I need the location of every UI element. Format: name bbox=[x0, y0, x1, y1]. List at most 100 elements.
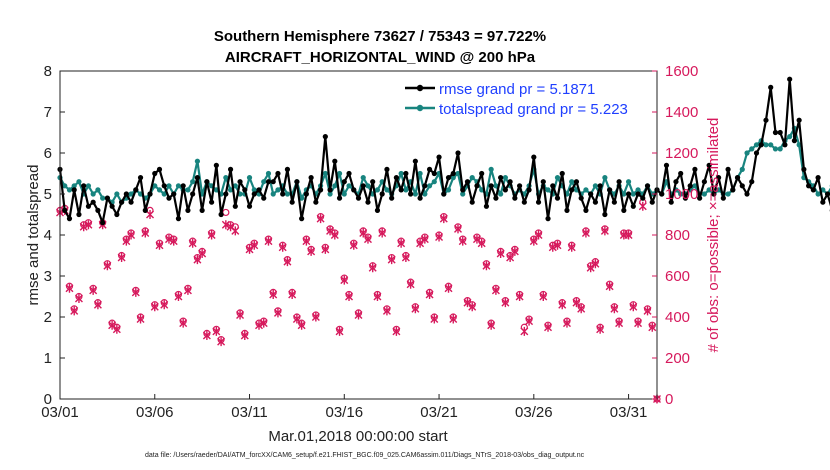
rmse-point bbox=[114, 211, 120, 218]
rmse-point bbox=[531, 154, 537, 160]
rmse-point bbox=[76, 211, 82, 218]
rmse-point bbox=[678, 170, 684, 177]
totalspread-point bbox=[431, 179, 437, 185]
totalspread-point bbox=[341, 191, 347, 197]
rmse-point bbox=[787, 76, 793, 82]
legend-rmse-label: rmse grand pr = 5.1871 bbox=[439, 81, 595, 98]
obs-assimilated-marker bbox=[354, 310, 363, 320]
totalspread-point bbox=[175, 183, 182, 189]
obs-assimilated-marker bbox=[269, 289, 278, 299]
rmse-point bbox=[190, 191, 196, 197]
obs-possible-marker bbox=[65, 282, 74, 290]
totalspread-point bbox=[190, 179, 196, 185]
y-tick-label: 8 bbox=[44, 63, 52, 80]
totalspread-point bbox=[156, 187, 163, 193]
rmse-point bbox=[142, 207, 148, 213]
y-tick-label: 5 bbox=[44, 186, 52, 203]
obs-possible-marker bbox=[515, 290, 524, 299]
rmse-point bbox=[474, 183, 480, 189]
totalspread-point bbox=[488, 166, 494, 172]
obs-possible-marker bbox=[459, 235, 467, 243]
obs-possible-marker bbox=[397, 237, 405, 245]
y-right-tick-label: 1400 bbox=[665, 104, 698, 121]
obs-possible-marker bbox=[454, 223, 462, 231]
obs-possible-marker bbox=[217, 335, 225, 344]
obs-possible-marker bbox=[189, 237, 197, 245]
rmse-point bbox=[739, 183, 745, 189]
rmse-point bbox=[417, 195, 423, 201]
rmse-point bbox=[370, 179, 376, 185]
obs-possible-marker bbox=[307, 245, 315, 253]
totalspread-point bbox=[365, 183, 371, 189]
obs-assimilated-marker bbox=[610, 304, 619, 314]
rmse-point bbox=[796, 117, 802, 123]
x-tick-label: 03/21 bbox=[420, 404, 458, 421]
rmse-point bbox=[810, 187, 816, 193]
rmse-point bbox=[398, 187, 404, 193]
obs-assimilated-marker bbox=[567, 242, 576, 252]
obs-possible-marker bbox=[601, 225, 609, 233]
rmse-point bbox=[270, 179, 276, 185]
obs-assimilated-marker bbox=[112, 324, 121, 334]
rmse-point bbox=[341, 179, 347, 185]
rmse-point bbox=[336, 195, 343, 201]
rmse-point bbox=[403, 170, 409, 177]
obs-possible-marker bbox=[421, 233, 429, 241]
rmse-point bbox=[744, 191, 750, 197]
rmse-point bbox=[308, 175, 314, 181]
obs-assimilated-marker bbox=[643, 306, 652, 316]
rmse-point bbox=[66, 216, 73, 222]
totalspread-point bbox=[227, 187, 234, 193]
obs-possible-marker bbox=[440, 212, 448, 221]
obs-assimilated-marker bbox=[307, 246, 316, 256]
obs-possible-marker bbox=[274, 307, 282, 315]
rmse-point bbox=[621, 207, 627, 213]
rmse-point bbox=[507, 179, 513, 185]
y-right-tick-label: 400 bbox=[665, 309, 690, 326]
rmse-point bbox=[227, 166, 234, 172]
obs-possible-marker bbox=[506, 251, 514, 260]
obs-possible-marker bbox=[416, 237, 424, 245]
totalspread-point bbox=[777, 146, 783, 152]
obs-assimilated-marker bbox=[454, 224, 462, 234]
obs-possible-marker bbox=[340, 274, 348, 282]
totalspread-point bbox=[251, 187, 257, 193]
rmse-point bbox=[109, 203, 115, 209]
obs-possible-marker bbox=[610, 303, 618, 311]
totalspread-point bbox=[621, 191, 627, 197]
obs-possible-marker bbox=[577, 303, 585, 311]
rmse-point bbox=[668, 199, 674, 205]
obs-possible-marker bbox=[378, 227, 386, 235]
rmse-point bbox=[715, 175, 722, 181]
obs-assimilated-marker bbox=[487, 320, 496, 330]
obs-assimilated-marker bbox=[340, 275, 349, 285]
obs-possible-marker bbox=[492, 284, 500, 292]
y-tick-label: 1 bbox=[44, 350, 52, 367]
obs-assimilated-marker bbox=[496, 248, 505, 258]
obs-possible-marker bbox=[241, 329, 249, 337]
obs-assimilated-marker bbox=[491, 285, 500, 295]
totalspread-point bbox=[327, 191, 333, 197]
legend-rmse-marker bbox=[416, 84, 424, 92]
obs-possible-marker bbox=[364, 233, 372, 241]
rmse-point bbox=[455, 150, 461, 156]
obs-assimilated-marker bbox=[401, 253, 410, 263]
y-tick-label: 3 bbox=[44, 268, 52, 285]
obs-possible-marker bbox=[629, 301, 637, 309]
rmse-point bbox=[389, 195, 395, 201]
rmse-point bbox=[355, 195, 362, 201]
obs-assimilated-marker bbox=[577, 304, 586, 314]
totalspread-point bbox=[417, 170, 423, 177]
legend-spread-label: totalspread grand pr = 5.223 bbox=[439, 101, 628, 118]
obs-possible-marker bbox=[75, 292, 83, 301]
rmse-point bbox=[133, 187, 139, 193]
obs-assimilated-marker bbox=[122, 236, 131, 246]
rmse-point bbox=[327, 187, 333, 193]
obs-possible-marker bbox=[606, 280, 614, 288]
rmse-point bbox=[431, 170, 437, 177]
obs-assimilated-marker bbox=[240, 330, 249, 340]
obs-possible-marker bbox=[620, 229, 628, 237]
obs-assimilated-marker bbox=[363, 234, 372, 244]
obs-possible-marker bbox=[170, 235, 178, 243]
